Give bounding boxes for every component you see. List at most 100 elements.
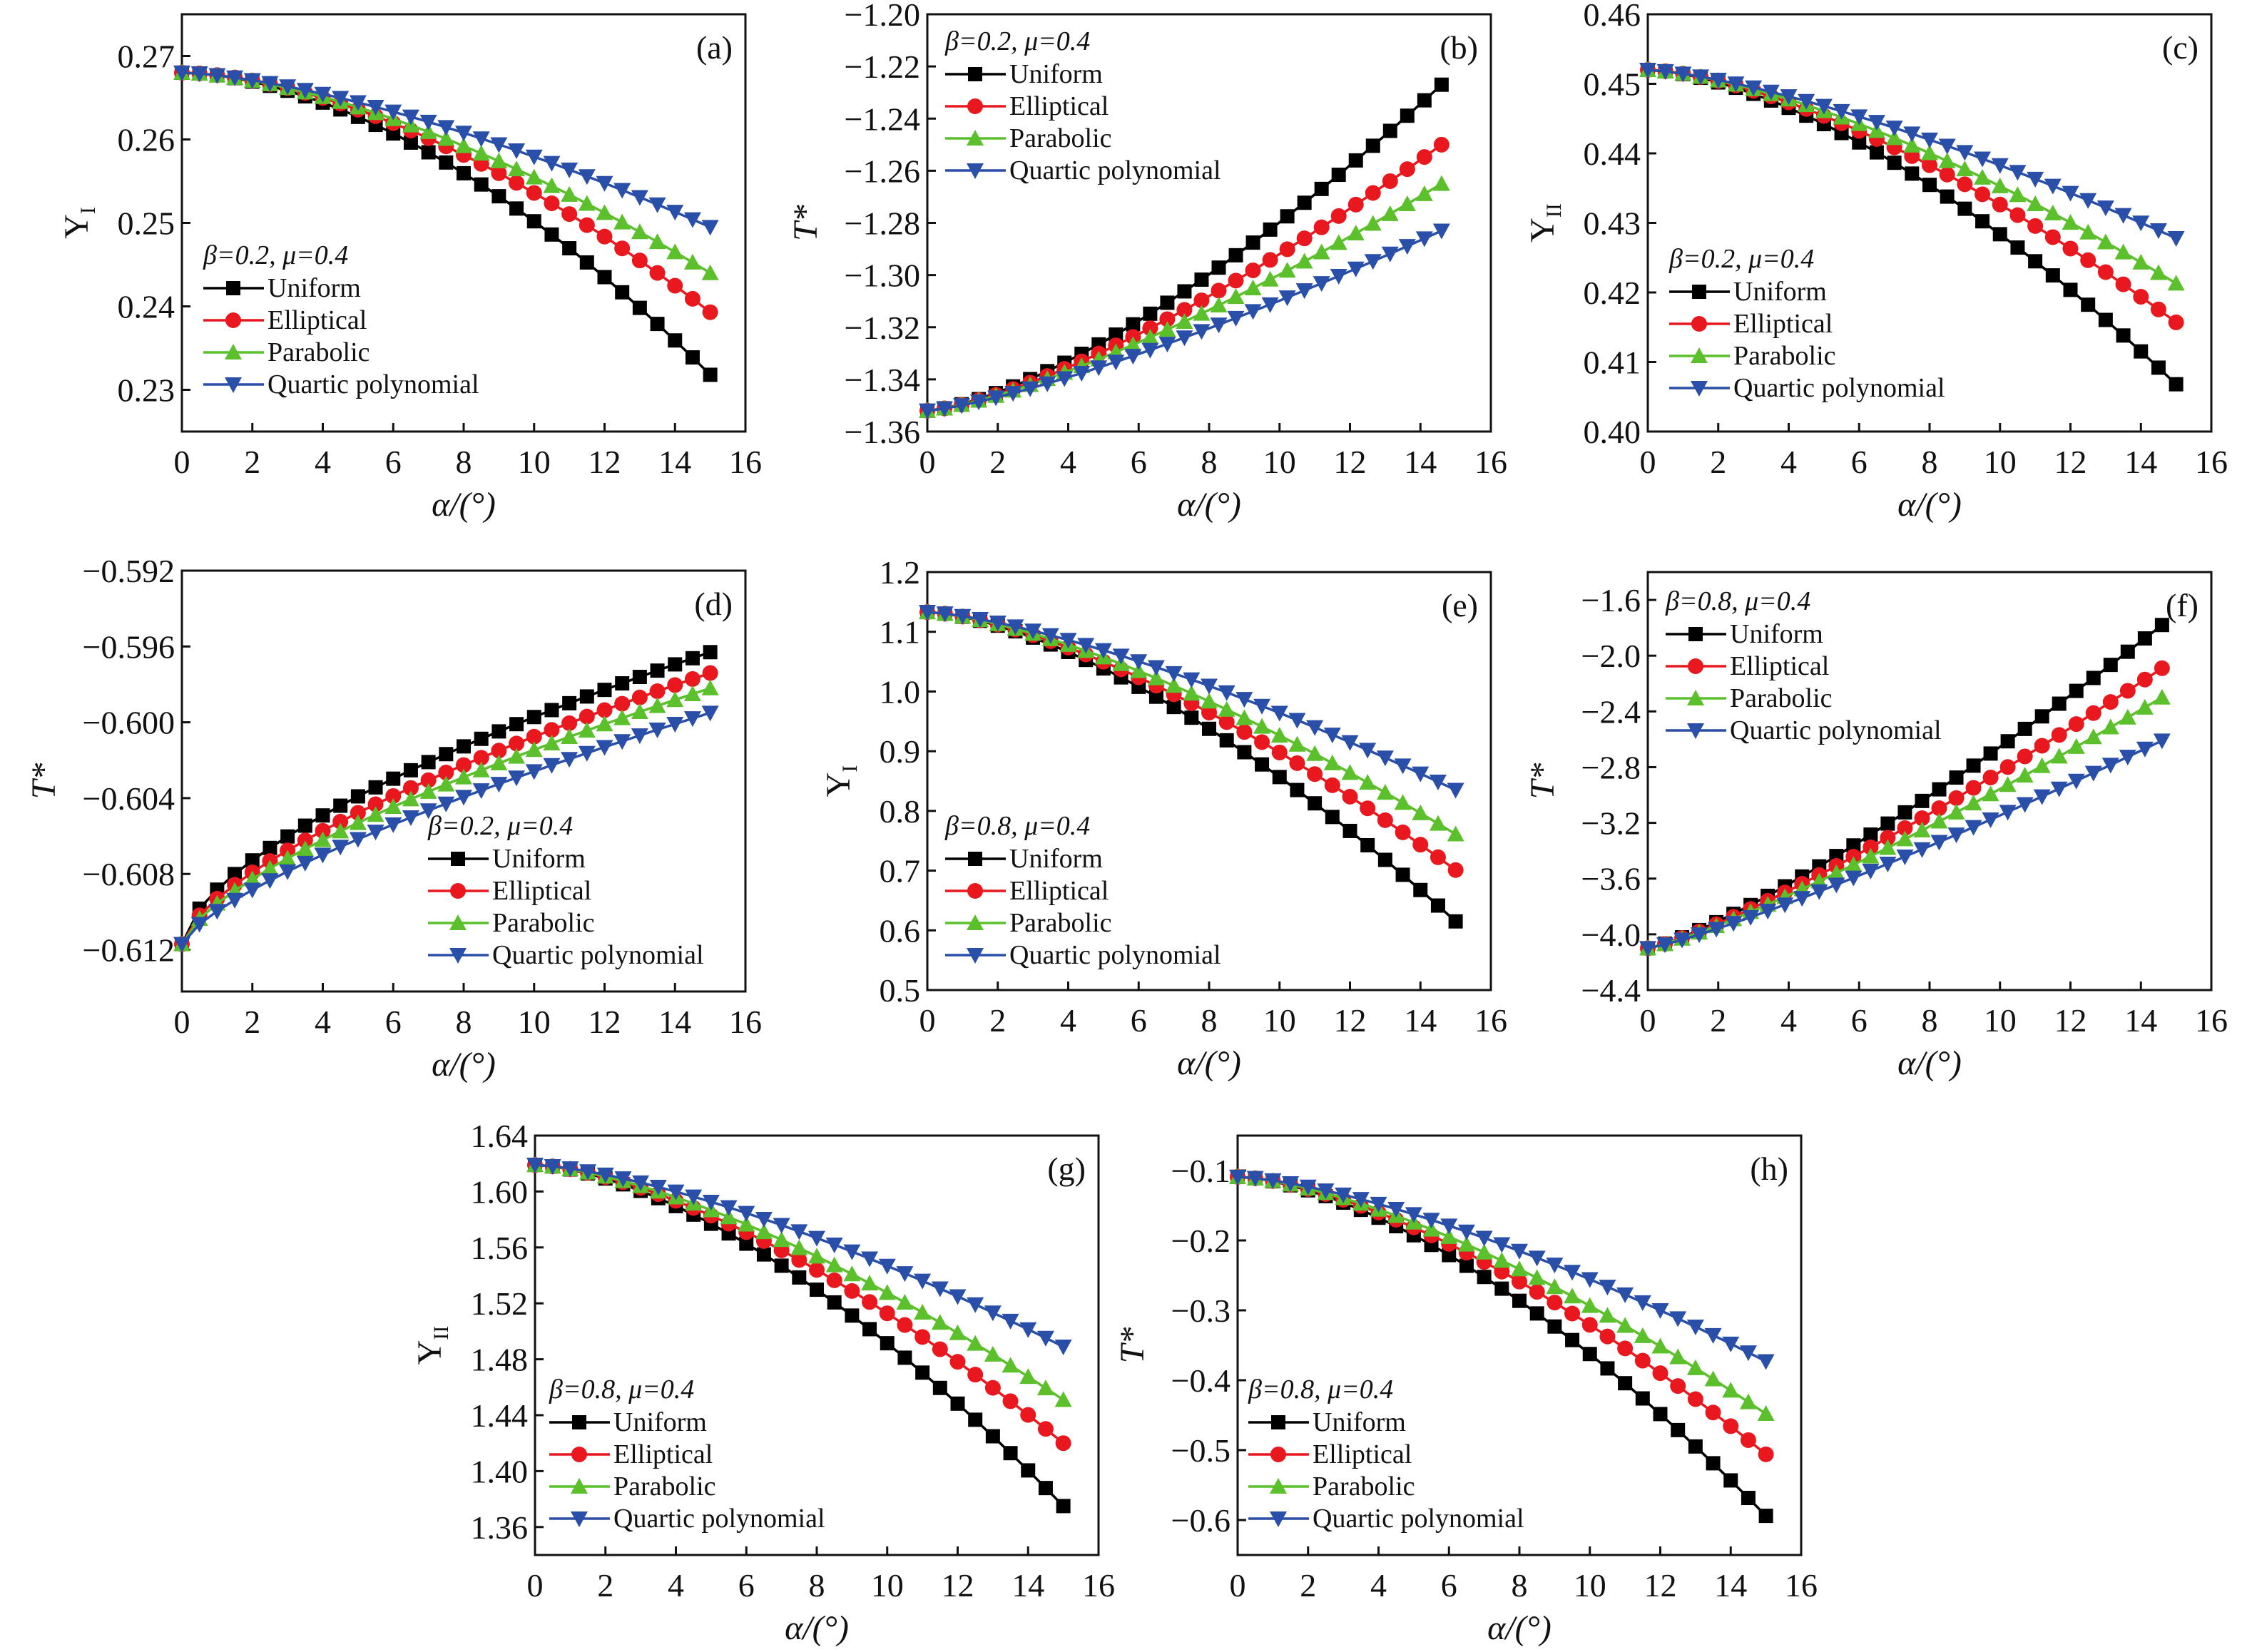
data-point	[314, 847, 332, 864]
y-tick-label: 0.26	[118, 122, 175, 158]
y-tick-label: −1.6	[1581, 582, 1641, 618]
data-point	[1307, 766, 1323, 782]
data-point	[472, 783, 490, 800]
panel-label: (f)	[2166, 587, 2198, 623]
data-point	[1547, 1319, 1562, 1334]
data-point	[561, 185, 579, 202]
data-point	[2167, 230, 2185, 247]
data-point	[967, 1367, 984, 1383]
legend-label: Elliptical	[492, 876, 591, 906]
data-point	[685, 651, 700, 666]
data-point	[1280, 209, 1295, 224]
data-point	[1688, 1439, 1703, 1454]
data-point	[1429, 815, 1447, 831]
series-elliptical	[1230, 1168, 1774, 1462]
data-point	[632, 670, 647, 685]
data-point	[1228, 248, 1243, 262]
data-point	[666, 691, 684, 708]
data-point	[1793, 891, 1811, 907]
data-point	[2081, 297, 2096, 312]
data-point	[421, 145, 436, 160]
data-point	[491, 724, 506, 739]
data-point	[421, 755, 436, 770]
parameter-annotation: β=0.2, μ=0.4	[203, 240, 348, 270]
x-tick-label: 10	[1263, 444, 1296, 480]
x-tick-label: 0	[174, 444, 190, 480]
x-tick-label: 8	[1922, 444, 1938, 480]
y-tick-label: 1.56	[471, 1230, 529, 1266]
data-point	[1193, 305, 1211, 321]
y-tick-label: −3.6	[1581, 861, 1641, 897]
data-point	[333, 798, 348, 813]
data-point	[1966, 758, 1981, 773]
data-point	[1059, 633, 1077, 649]
legend-label: Elliptical	[613, 1439, 713, 1469]
data-point	[666, 717, 684, 733]
data-point	[1618, 1376, 1633, 1391]
data-point	[1261, 297, 1279, 313]
data-point	[245, 853, 260, 868]
data-point	[543, 735, 561, 751]
data-point	[1165, 666, 1183, 682]
legend-marker-icon	[449, 914, 467, 930]
data-point	[1982, 785, 1999, 802]
legend-label: Parabolic	[1009, 123, 1112, 153]
data-point	[508, 143, 526, 159]
x-tick-label: 2	[597, 1567, 613, 1603]
y-tick-label: 0.8	[880, 793, 921, 830]
data-point	[1313, 276, 1330, 292]
x-tick-label: 0	[174, 1004, 190, 1040]
data-point	[1290, 782, 1305, 797]
data-point	[684, 290, 700, 307]
data-point	[386, 771, 401, 786]
data-point	[1863, 827, 1878, 842]
data-point	[579, 1164, 597, 1181]
data-point	[1003, 1446, 1018, 1461]
data-point	[879, 1305, 895, 1322]
series-quartic-polynomial	[173, 65, 719, 236]
data-point	[1740, 1432, 1756, 1448]
legend-label: Elliptical	[1313, 1439, 1412, 1469]
data-point	[1709, 73, 1727, 89]
y-tick-label: −0.592	[83, 553, 175, 589]
data-point	[1965, 780, 1982, 796]
legend-item: Elliptical	[1669, 309, 1833, 339]
data-point	[1348, 153, 1363, 168]
y-tick-label: 0.23	[118, 372, 175, 409]
y-tick-label: −0.600	[83, 705, 175, 741]
data-point	[1413, 882, 1428, 897]
data-point	[1448, 914, 1463, 929]
data-point	[384, 817, 402, 833]
legend-label: Uniform	[268, 273, 361, 303]
data-point	[1330, 268, 1347, 285]
data-point	[1405, 1207, 1422, 1223]
data-point	[1653, 1407, 1668, 1422]
data-point	[773, 1231, 790, 1248]
data-point	[472, 761, 490, 777]
data-point	[1183, 685, 1201, 701]
data-point	[1054, 1339, 1072, 1355]
legend-label: Quartic polynomial	[1733, 373, 1945, 403]
data-point	[350, 789, 365, 804]
data-point	[1440, 1218, 1458, 1235]
y-tick-label: −0.596	[83, 628, 175, 665]
y-tick-label: −1.24	[845, 101, 920, 137]
y-tick-label: −1.28	[845, 205, 920, 242]
y-tick-label: −0.2	[1171, 1223, 1230, 1259]
data-point	[756, 1247, 771, 1262]
x-tick-label: 14	[2124, 1002, 2157, 1039]
data-point	[208, 904, 226, 920]
data-point	[2115, 276, 2131, 292]
data-point	[1915, 793, 1930, 808]
data-point	[2017, 748, 2033, 765]
data-point	[1723, 1473, 1738, 1488]
data-point	[1691, 927, 1708, 944]
data-point	[279, 864, 297, 880]
legend-label: Elliptical	[1009, 876, 1109, 906]
y-tick-label: 0.7	[880, 853, 921, 889]
legend-marker-icon	[225, 344, 242, 360]
x-tick-label: 14	[1404, 1002, 1437, 1039]
data-point	[1991, 177, 2009, 193]
data-point	[648, 233, 666, 250]
data-point	[1342, 823, 1357, 838]
